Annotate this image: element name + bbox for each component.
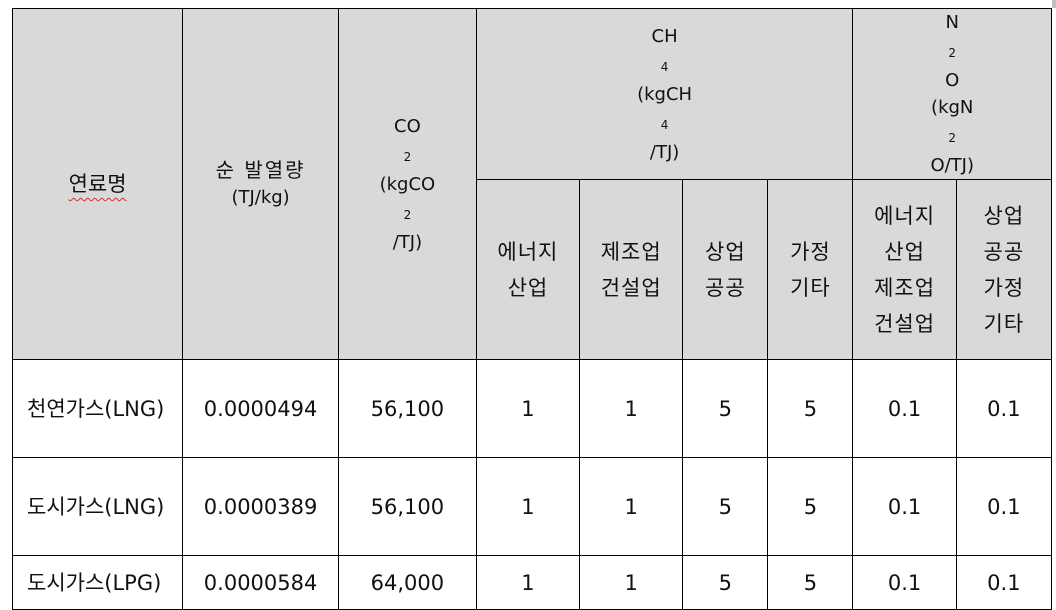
co2-cell: 64,000 xyxy=(338,555,477,610)
n2o-other-cell: 0.1 xyxy=(955,359,1053,458)
table-body: 천연가스(LNG) 0.0000494 56,100 1 1 5 5 0.1 0… xyxy=(11,359,1053,610)
header-fuel-name: 연료명 xyxy=(11,8,184,360)
ch4-energy-cell: 1 xyxy=(475,555,581,610)
emission-factor-table: 연료명 순 발열량 (TJ/kg) CO 2 (kgCO 2/TJ) CH 4 (kg… xyxy=(11,8,1053,610)
table-row: 천연가스(LNG) 0.0000494 56,100 1 1 5 5 0.1 0… xyxy=(11,359,1053,458)
co2-label: CO 2 xyxy=(394,115,421,164)
n2o-unit: (kgN 2 O/TJ) xyxy=(930,97,974,176)
table-row: 도시가스(LNG) 0.0000389 56,100 1 1 5 5 0.1 0… xyxy=(11,457,1053,556)
n2o-other-cell: 0.1 xyxy=(955,457,1053,556)
header-ch4: CH 4 (kgCH 4/TJ) xyxy=(475,8,854,180)
fuel-cell: 도시가스(LPG) xyxy=(11,555,184,610)
ch4-mfg-cell: 1 xyxy=(579,359,684,458)
header-ch4-manufacturing-construction: 제조업 건설업 xyxy=(579,179,684,360)
fuel-cell: 도시가스(LNG) xyxy=(11,457,184,556)
header-n2o-energy-manufacturing: 에너지 산업 제조업 건설업 xyxy=(852,179,957,360)
header-ch4-commercial-public: 상업 공공 xyxy=(682,179,769,360)
header-net-calorific-value: 순 발열량 (TJ/kg) xyxy=(182,8,340,360)
fuel-cell: 천연가스(LNG) xyxy=(11,359,184,458)
header-n2o-commercial-household: 상업 공공 가정 기타 xyxy=(955,179,1053,360)
ch4-commercial-cell: 5 xyxy=(682,555,769,610)
document-page: 연료명 순 발열량 (TJ/kg) CO 2 (kgCO 2/TJ) CH 4 (kg… xyxy=(11,0,1056,610)
net-calorific-label: 순 발열량 xyxy=(215,158,306,182)
header-co2: CO 2 (kgCO 2/TJ) xyxy=(338,8,477,360)
table-header: 연료명 순 발열량 (TJ/kg) CO 2 (kgCO 2/TJ) CH 4 (kg… xyxy=(11,8,1053,360)
ch4-label: CH 4 xyxy=(651,25,678,74)
ch4-household-cell: 5 xyxy=(767,359,854,458)
ncv-cell: 0.0000494 xyxy=(182,359,340,458)
header-row-2: 에너지 산업 제조업 건설업 상업 공공 가정 기타 에너지 산업 제조업 건설업 상업 공공 가… xyxy=(13,179,1053,360)
co2-unit: (kgCO 2/TJ) xyxy=(379,173,436,253)
net-calorific-unit: (TJ/kg) xyxy=(231,187,290,208)
n2o-industry-cell: 0.1 xyxy=(852,555,957,610)
page-corner-mark xyxy=(1052,0,1056,8)
ch4-household-cell: 5 xyxy=(767,457,854,556)
n2o-industry-cell: 0.1 xyxy=(852,457,957,556)
co2-cell: 56,100 xyxy=(338,457,477,556)
ncv-cell: 0.0000584 xyxy=(182,555,340,610)
ch4-energy-cell: 1 xyxy=(475,457,581,556)
ch4-commercial-cell: 5 xyxy=(682,359,769,458)
header-ch4-energy-industry: 에너지 산업 xyxy=(475,179,581,360)
header-row-1: 연료명 순 발열량 (TJ/kg) CO 2 (kgCO 2/TJ) CH 4 (kg… xyxy=(11,8,1052,360)
n2o-other-cell: 0.1 xyxy=(955,555,1053,610)
ch4-energy-cell: 1 xyxy=(475,359,581,458)
fuel-name-label: 연료명 xyxy=(68,172,127,196)
ch4-household-cell: 5 xyxy=(767,555,854,610)
ncv-cell: 0.0000389 xyxy=(182,457,340,556)
ch4-mfg-cell: 1 xyxy=(579,555,684,610)
table-row: 도시가스(LPG) 0.0000584 64,000 1 1 5 5 0.1 0… xyxy=(11,555,1053,610)
ch4-unit: (kgCH 4/TJ) xyxy=(637,83,693,163)
ch4-commercial-cell: 5 xyxy=(682,457,769,556)
ch4-mfg-cell: 1 xyxy=(579,457,684,556)
co2-cell: 56,100 xyxy=(338,359,477,458)
n2o-industry-cell: 0.1 xyxy=(852,359,957,458)
header-ch4-household-other: 가정 기타 xyxy=(767,179,854,360)
